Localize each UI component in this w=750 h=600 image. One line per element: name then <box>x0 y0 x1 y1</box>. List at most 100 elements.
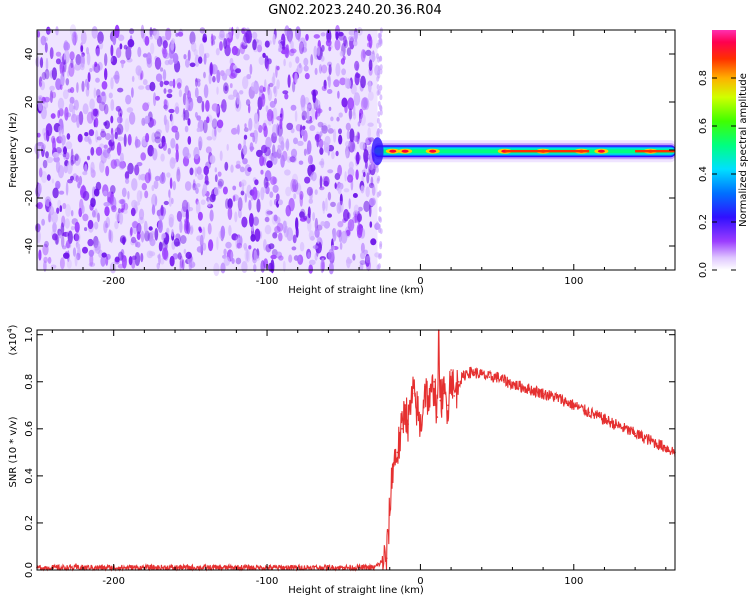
noise-speckle <box>266 160 273 168</box>
noise-speckle <box>163 99 167 107</box>
noise-speckle <box>111 132 115 143</box>
noise-speckle <box>131 75 135 82</box>
noise-speckle <box>249 142 254 153</box>
noise-speckle <box>242 158 248 165</box>
spectrogram-x-ticks: -200 -100 0 100 <box>51 30 667 287</box>
noise-speckle <box>327 124 331 129</box>
noise-speckle <box>76 82 79 93</box>
noise-speckle <box>190 224 194 234</box>
noise-speckle <box>62 65 65 77</box>
noise-speckle <box>315 108 323 114</box>
noise-speckle <box>179 220 183 234</box>
noise-speckle <box>64 218 70 229</box>
noise-speckle <box>154 57 162 70</box>
noise-speckle <box>321 64 328 74</box>
noise-speckle <box>284 25 290 37</box>
spectrogram-x-label: Height of straight line (km) <box>288 285 424 296</box>
noise-speckle <box>243 33 250 44</box>
noise-speckle <box>110 77 114 90</box>
noise-speckle <box>37 183 42 195</box>
noise-speckle <box>236 242 243 249</box>
noise-speckle <box>332 228 337 242</box>
noise-speckle <box>194 167 198 177</box>
noise-speckle <box>77 246 81 258</box>
noise-speckle <box>341 68 346 76</box>
noise-speckle <box>47 256 52 264</box>
noise-speckle <box>352 253 356 261</box>
snr-point <box>603 418 606 421</box>
noise-speckle <box>95 181 102 191</box>
snr-point <box>649 439 652 442</box>
noise-speckle <box>163 114 167 126</box>
noise-speckle <box>362 49 367 59</box>
noise-speckle <box>365 253 370 267</box>
noise-speckle <box>379 84 383 91</box>
noise-speckle <box>202 183 208 195</box>
snr-point <box>557 397 560 400</box>
noise-speckle <box>262 157 266 166</box>
noise-speckle <box>368 198 376 207</box>
noise-speckle <box>272 184 279 193</box>
noise-speckle <box>326 29 332 43</box>
noise-speckle <box>122 209 128 215</box>
snr-point <box>401 428 403 430</box>
noise-speckle <box>82 171 88 176</box>
noise-speckle <box>345 150 349 159</box>
noise-speckle <box>140 24 145 39</box>
noise-speckle <box>46 130 50 142</box>
noise-speckle <box>118 199 125 205</box>
noise-speckle <box>244 193 247 203</box>
noise-speckle <box>166 172 171 178</box>
noise-speckle <box>65 203 71 217</box>
noise-speckle <box>356 131 360 145</box>
noise-speckle <box>209 62 213 77</box>
snr-point <box>473 371 475 374</box>
noise-speckle <box>310 155 313 165</box>
noise-speckle <box>51 178 55 184</box>
noise-speckle <box>56 207 60 214</box>
noise-speckle <box>104 206 110 217</box>
noise-speckle <box>134 164 140 176</box>
noise-speckle <box>57 110 61 119</box>
noise-speckle <box>173 238 180 247</box>
signal-peak-core <box>597 149 605 153</box>
noise-speckle <box>277 147 283 154</box>
noise-speckle <box>163 200 169 206</box>
noise-speckle <box>320 122 328 131</box>
noise-speckle <box>131 221 139 229</box>
noise-speckle <box>354 60 360 71</box>
noise-speckle <box>124 118 130 133</box>
noise-speckle <box>204 174 209 185</box>
noise-speckle <box>154 195 158 206</box>
noise-speckle <box>140 152 146 161</box>
noise-speckle <box>49 85 55 92</box>
noise-speckle <box>295 56 300 64</box>
noise-speckle <box>209 209 214 222</box>
noise-speckle <box>88 138 92 145</box>
noise-speckle <box>106 191 114 205</box>
noise-speckle <box>247 167 252 172</box>
noise-speckle <box>151 132 156 143</box>
noise-speckle <box>203 53 207 65</box>
snr-point <box>462 376 465 378</box>
noise-speckle <box>337 183 342 195</box>
snr-point <box>450 369 452 371</box>
noise-speckle <box>225 198 230 209</box>
noise-speckle <box>187 49 191 62</box>
noise-speckle <box>307 220 312 232</box>
noise-speckle <box>233 195 236 202</box>
noise-speckle <box>162 233 166 239</box>
noise-speckle <box>379 55 383 62</box>
snr-x-label: Height of straight line (km) <box>288 585 424 596</box>
noise-speckle <box>70 210 74 217</box>
noise-speckle <box>187 136 192 145</box>
noise-speckle <box>241 261 248 273</box>
noise-speckle <box>196 95 203 104</box>
noise-speckle <box>282 40 286 51</box>
noise-speckle <box>273 151 278 159</box>
noise-speckle <box>200 199 206 205</box>
noise-speckle <box>110 44 114 57</box>
noise-speckle <box>238 181 242 188</box>
noise-speckle <box>176 166 181 176</box>
noise-speckle <box>171 229 174 237</box>
